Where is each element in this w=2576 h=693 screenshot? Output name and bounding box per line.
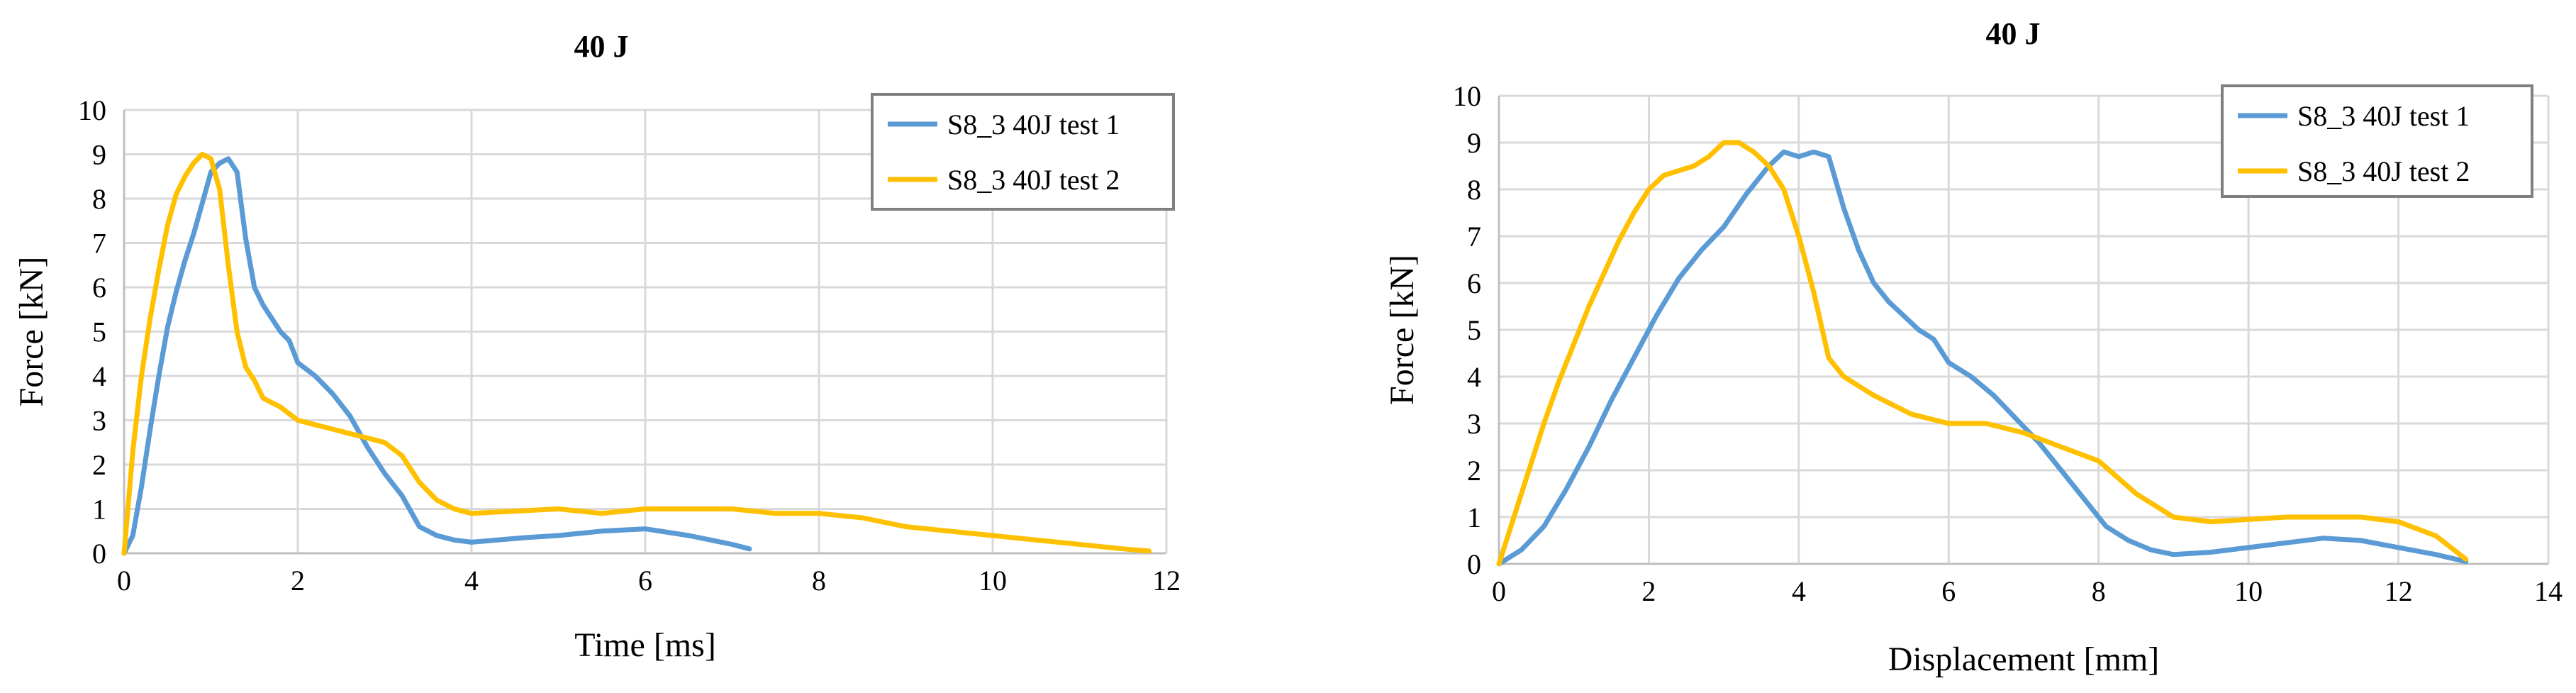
x-tick-label: 12 <box>1152 565 1181 597</box>
y-tick-label: 9 <box>1467 127 1481 159</box>
y-tick-label: 0 <box>1467 548 1481 580</box>
x-tick-label: 4 <box>1792 575 1806 607</box>
x-tick-label: 6 <box>1941 575 1956 607</box>
x-tick-label: 12 <box>2385 575 2413 607</box>
y-tick-label: 9 <box>92 139 106 171</box>
y-tick-label: 10 <box>1453 80 1481 112</box>
series-line-s8-3-40j-test-1 <box>121 156 752 556</box>
legend: S8_3 40J test 1 S8_3 40J test 2 <box>2221 84 2533 198</box>
legend-label: S8_3 40J test 2 <box>947 164 1120 196</box>
y-tick-label: 4 <box>92 360 106 392</box>
x-tick-label: 8 <box>2092 575 2106 607</box>
y-tick-label: 6 <box>92 272 106 304</box>
x-tick-label: 4 <box>464 565 479 597</box>
y-tick-label: 2 <box>92 449 106 481</box>
y-tick-label: 10 <box>78 94 106 126</box>
legend-label: S8_3 40J test 1 <box>947 109 1120 140</box>
x-tick-label: 10 <box>2234 575 2263 607</box>
y-tick-label: 8 <box>92 183 106 215</box>
y-tick-label: 7 <box>1467 221 1481 253</box>
y-tick-label: 8 <box>1467 174 1481 206</box>
series-line-s8-3-40j-test-2 <box>1496 140 2469 567</box>
y-tick-label: 2 <box>1467 455 1481 487</box>
y-axis-label: Force [kN] <box>1383 255 1421 405</box>
legend: S8_3 40J test 1 S8_3 40J test 2 <box>871 93 1175 211</box>
y-tick-label: 0 <box>92 538 106 570</box>
chart-panel-time: 0 2 4 6 8 10 12 0 1 2 3 4 5 6 7 8 9 10 40 J Time [ms] Force … <box>0 0 1198 693</box>
x-tick-label: 0 <box>117 565 131 597</box>
legend-box <box>871 93 1175 211</box>
y-tick-label: 4 <box>1467 361 1481 393</box>
x-tick-label: 8 <box>812 565 826 597</box>
legend-label: S8_3 40J test 2 <box>2297 155 2470 187</box>
x-tick-label: 10 <box>978 565 1007 597</box>
x-axis-label: Time [ms] <box>574 626 716 664</box>
x-tick-label: 2 <box>291 565 305 597</box>
series-line-s8-3-40j-test-1 <box>1496 149 2469 567</box>
x-tick-label: 14 <box>2534 575 2563 607</box>
x-axis-label: Displacement [mm] <box>1888 641 2160 678</box>
x-tick-label: 0 <box>1492 575 1506 607</box>
y-tick-label: 3 <box>1467 408 1481 440</box>
y-tick-label: 6 <box>1467 267 1481 299</box>
y-tick-label: 7 <box>92 228 106 260</box>
y-tick-label: 5 <box>92 316 106 348</box>
y-tick-label: 1 <box>92 494 106 526</box>
chart-panel-displacement: 0 2 4 6 8 10 12 14 0 1 2 3 4 5 6 7 8 9 10 40 J Displacement … <box>1368 0 2576 693</box>
legend-label: S8_3 40J test 1 <box>2297 100 2470 132</box>
y-tick-label: 1 <box>1467 501 1481 533</box>
y-tick-label: 5 <box>1467 314 1481 346</box>
y-tick-label: 3 <box>92 405 106 437</box>
chart-title: 40 J <box>1986 16 2041 51</box>
y-axis-label: Force [kN] <box>13 257 50 407</box>
legend-box <box>2221 84 2533 198</box>
x-tick-label: 6 <box>638 565 652 597</box>
series-line-s8-3-40j-test-2 <box>121 152 1152 556</box>
chart-title: 40 J <box>574 29 629 64</box>
x-tick-label: 2 <box>1641 575 1656 607</box>
